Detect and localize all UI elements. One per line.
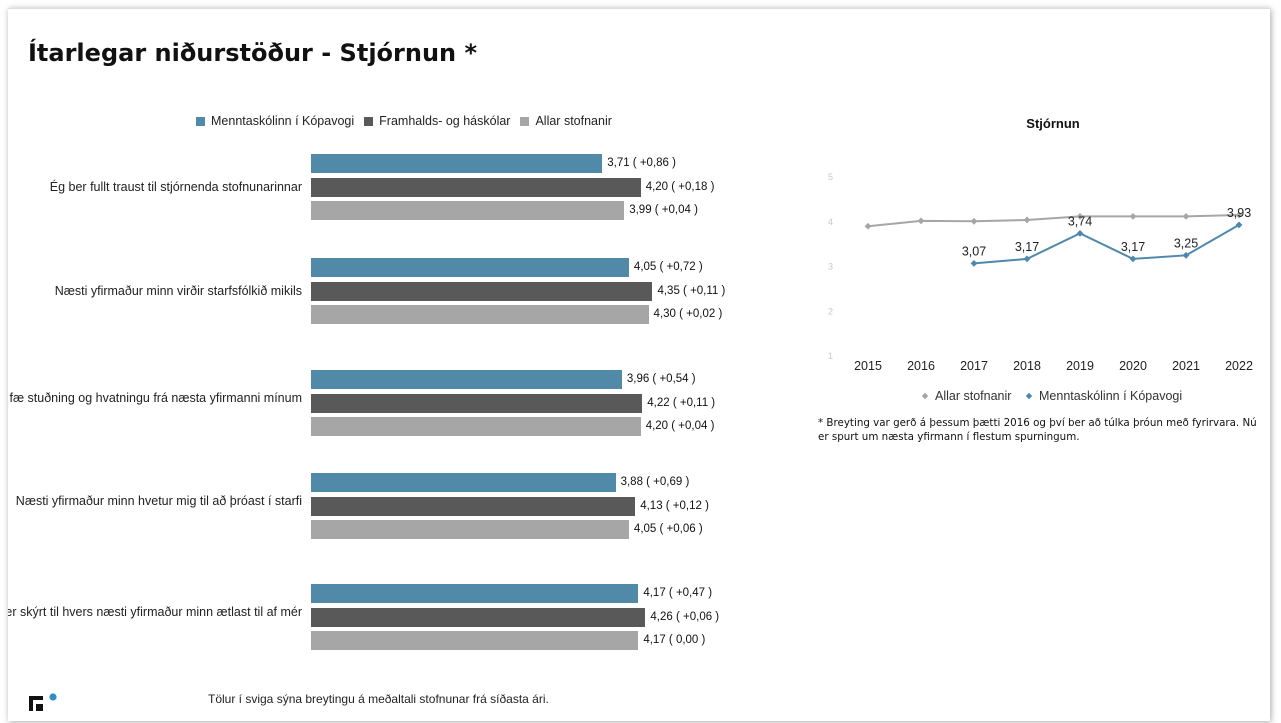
legend-item-series-3: Allar stofnanir	[520, 114, 612, 128]
data-point-marker	[1023, 255, 1031, 263]
bar	[311, 631, 639, 650]
category-label: Næsti yfirmaður minn virðir starfsfólkið…	[54, 284, 302, 298]
x-tick-label: 2016	[907, 359, 935, 373]
bar	[311, 258, 629, 277]
data-point-marker	[1076, 229, 1084, 237]
bar-value-label: 4,17 ( 0,00 )	[643, 634, 706, 646]
data-point-marker	[1076, 212, 1084, 220]
bar-value-label: 3,96 ( +0,54 )	[626, 373, 696, 385]
x-tick-label: 2015	[854, 359, 882, 373]
data-point-marker	[1182, 251, 1190, 259]
y-tick-label: 4	[828, 217, 833, 227]
bar-value-label: 3,88 ( +0,69 )	[620, 476, 690, 488]
legend-item-series-2: Framhalds- og háskólar	[364, 114, 510, 128]
data-point-marker	[1235, 211, 1243, 219]
data-point-marker	[1129, 212, 1137, 220]
bar-chart-legend: Menntaskólinn í Kópavogi Framhalds- og h…	[196, 112, 612, 130]
legend-swatch-series-2	[364, 116, 374, 126]
y-tick-label: 3	[828, 262, 833, 272]
line-chart-title: Stjórnun	[1026, 116, 1080, 131]
bar	[311, 473, 616, 492]
data-point-marker	[864, 222, 872, 230]
bar	[311, 370, 622, 389]
y-tick-label: 5	[828, 172, 833, 182]
bar	[311, 393, 643, 413]
data-label: 3,25	[1174, 236, 1198, 250]
x-tick-label: 2019	[1066, 359, 1094, 373]
bar	[311, 201, 625, 220]
data-label: 3,17	[1015, 240, 1039, 254]
data-label: 3,93	[1227, 206, 1251, 220]
legend-item-series-1: Menntaskólinn í Kópavogi	[196, 114, 354, 128]
line-chart-svg: 1 2 3 4 5 2015 2016 2017 2018 2019 2020 2021 2022 3,0…	[828, 172, 1253, 403]
bar	[311, 154, 603, 173]
data-label: 3,74	[1068, 214, 1092, 228]
x-tick-label: 2022	[1225, 359, 1253, 373]
bar-value-label: 4,05 ( +0,72 )	[633, 261, 703, 273]
bar	[311, 520, 629, 539]
x-tick-label: 2017	[960, 359, 988, 373]
bar	[311, 177, 641, 197]
bar-value-label: 4,05 ( +0,06 )	[633, 523, 703, 535]
bar	[311, 607, 646, 627]
report-slide: Ítarlegar niðurstöður - Stjórnun * Mennt…	[8, 8, 1270, 721]
category-label: Ég fæ stuðning og hvatningu frá næsta yf…	[8, 391, 302, 405]
bar-value-label: 4,13 ( +0,12 )	[640, 499, 709, 512]
y-tick-label: 2	[828, 306, 833, 316]
bottom-note: Tölur í sviga sýna breytingu á meðaltali…	[208, 692, 549, 706]
legend-swatch-series-3	[520, 116, 530, 126]
bar	[311, 281, 653, 301]
x-tick-label: 2018	[1013, 359, 1041, 373]
bar-value-label: 3,99 ( +0,04 )	[629, 204, 698, 216]
data-point-marker	[1023, 216, 1031, 224]
bar-value-label: 4,20 ( +0,18 )	[645, 180, 715, 193]
legend-label-series-3: Allar stofnanir	[535, 114, 612, 128]
data-point-marker	[1182, 212, 1190, 220]
category-label: Ég ber fullt traust til stjórnenda stofn…	[49, 180, 302, 194]
data-point-marker	[1235, 221, 1243, 229]
legend-swatch-series-1	[196, 116, 205, 126]
data-label: 3,17	[1121, 240, 1145, 254]
bar	[311, 584, 639, 603]
data-point-marker	[1129, 255, 1137, 263]
data-label: 3,07	[962, 244, 986, 258]
series-line	[867, 214, 1240, 228]
bar-value-label: 4,30 ( +0,02 )	[653, 308, 723, 320]
data-point-marker	[917, 217, 925, 225]
legend-marker	[1025, 392, 1033, 400]
bar-value-label: 4,26 ( +0,06 )	[650, 610, 720, 623]
logo-icon	[29, 693, 57, 711]
data-point-marker	[970, 259, 978, 267]
bar-value-label: 4,35 ( +0,11 )	[657, 284, 726, 297]
bar-value-label: 4,20 ( +0,04 )	[645, 420, 715, 432]
bar	[311, 496, 636, 516]
legend-label: Menntaskólinn í Kópavogi	[1039, 389, 1182, 403]
footnote: * Breyting var gerð á þessum þætti 2016 …	[818, 417, 1257, 443]
legend-marker	[921, 392, 929, 400]
series-line	[973, 224, 1240, 265]
bar-value-label: 3,71 ( +0,86 )	[607, 157, 676, 169]
category-label: Það er skýrt til hvers næsti yfirmaður m…	[8, 605, 302, 619]
legend-label-series-1: Menntaskólinn í Kópavogi	[211, 114, 355, 128]
legend-label-series-2: Framhalds- og háskólar	[379, 114, 511, 128]
bar	[311, 417, 641, 436]
x-tick-label: 2020	[1119, 359, 1147, 373]
page-title: Ítarlegar niðurstöður - Stjórnun *	[28, 39, 478, 67]
y-tick-label: 1	[828, 351, 833, 361]
line-chart: Stjórnun 1 2 3 4 5 2015 2016 2017 2018 2019 2020 20…	[808, 104, 1268, 409]
bar-value-label: 4,17 ( +0,47 )	[643, 587, 713, 599]
category-label: Næsti yfirmaður minn hvetur mig til að þ…	[15, 494, 302, 508]
bar	[311, 305, 649, 324]
bar-chart: Ég ber fullt traust til stjórnenda stofn…	[8, 9, 788, 721]
bar-value-label: 4,22 ( +0,11 )	[647, 396, 716, 409]
legend-label: Allar stofnanir	[935, 389, 1011, 403]
data-point-marker	[970, 217, 978, 225]
x-tick-label: 2021	[1172, 359, 1200, 373]
